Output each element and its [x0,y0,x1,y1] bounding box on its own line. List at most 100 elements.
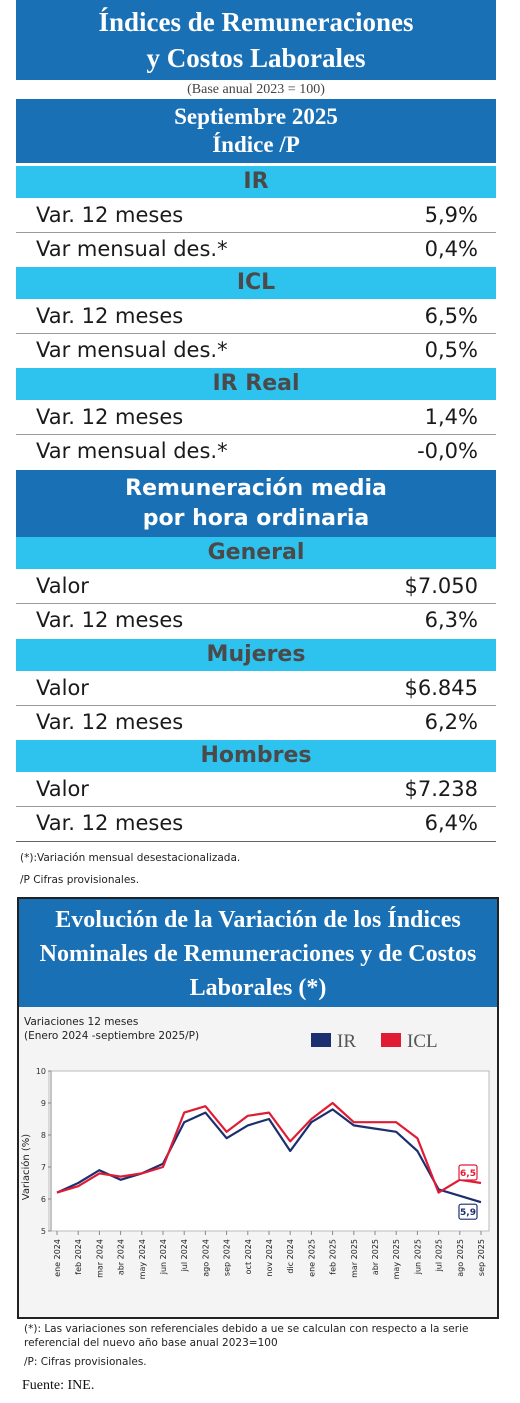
y-tick-label: 7 [41,1163,46,1172]
period-header: Septiembre 2025 Índice /P [16,99,496,163]
chart-title-line1: Evolución de la Variación de los Índices [55,907,461,933]
row-label: Var. 12 meses [36,405,184,429]
mujeres-row-valor: Valor $6.845 [16,672,496,705]
y-tick-label: 9 [41,1099,46,1108]
chart-title-line3: Laborales (*) [189,975,327,1001]
main-title-line1: Índices de Remuneraciones [98,7,414,37]
footnote-provisionales: /P Cifras provisionales. [20,874,140,886]
icl-row-mensual: Var mensual des.* 0,5% [16,334,496,367]
remuneration-title-line1: Remuneración media [125,476,387,501]
x-tick-label: feb 2025 [329,1239,338,1275]
row-value: $7.050 [404,574,478,598]
main-title: Índices de Remuneraciones y Costos Labor… [16,0,496,80]
x-tick-label: sep 2025 [477,1239,486,1276]
y-axis: 5 6 7 8 9 10 [36,1067,52,1236]
divider [16,333,496,334]
mujeres-row-var12: Var. 12 meses 6,2% [16,706,496,739]
end-label-box-icl [458,1164,478,1181]
remuneration-title-line2: por hora ordinaria [142,506,370,531]
y-tick-label: 5 [41,1227,46,1236]
x-tick-label: dic 2024 [286,1239,295,1274]
base-note: (Base anual 2023 = 100) [187,82,325,97]
x-tick-label: jul 2025 [435,1239,444,1272]
general-row-var12: Var. 12 meses 6,3% [16,604,496,637]
row-label: Valor [36,676,89,700]
row-label: Var mensual des.* [36,237,228,261]
row-label: Valor [36,574,89,598]
x-tick-label: oct 2024 [244,1239,253,1274]
row-value: 0,5% [424,338,478,362]
x-tick-label: mar 2025 [350,1239,359,1278]
x-tick-label: ene 2025 [307,1239,316,1277]
divider [16,232,496,233]
y-tick-label: 8 [41,1131,46,1140]
x-axis: ene 2024 feb 2024 mar 2024 abr 2024 may 2024… [53,1231,486,1279]
x-tick-label: feb 2024 [74,1239,83,1275]
ir-row-mensual: Var mensual des.* 0,4% [16,233,496,266]
ir-row-var12: Var. 12 meses 5,9% [16,199,496,232]
chart-period: (Enero 2024 -septiembre 2025/P) [24,1030,200,1042]
row-label: Var. 12 meses [36,203,184,227]
x-tick-label: nov 2024 [265,1239,274,1277]
x-tick-label: ago 2025 [456,1239,465,1277]
icl-section-header: ICL [16,267,496,299]
legend-label-icl: ICL [407,1031,438,1052]
x-tick-label: may 2024 [138,1239,147,1279]
source-label: Fuente: INE. [22,1378,95,1393]
row-label: Valor [36,777,89,801]
row-value: $6.845 [404,676,478,700]
row-label: Var mensual des.* [36,439,228,463]
row-value: 1,4% [424,405,478,429]
row-value: 6,3% [424,608,478,632]
row-value: 6,2% [424,710,478,734]
end-label-icl: 6,5 [460,1169,476,1179]
x-tick-label: abr 2024 [117,1239,126,1275]
x-tick-label: ene 2024 [53,1239,62,1277]
footnote-desestacionalizada: (*):Variación mensual desestacionalizada… [20,852,241,864]
x-tick-label: sep 2024 [223,1239,232,1276]
chart-subtitle: Variaciones 12 meses [24,1016,139,1028]
row-label: Var. 12 meses [36,811,184,835]
ir-section-header: IR [16,166,496,198]
series-line-ir [56,1108,482,1204]
main-title-line2: y Costos Laborales [146,43,366,73]
x-tick-label: jun 2024 [159,1239,168,1275]
x-tick-label: jul 2024 [180,1239,189,1272]
hombres-row-valor: Valor $7.238 [16,773,496,806]
legend-swatch-ir [311,1033,331,1047]
ir-real-row-mensual: Var mensual des.* -0,0% [16,435,496,468]
x-tick-label: may 2025 [392,1239,401,1279]
ir-real-section-header: IR Real [16,368,496,400]
divider [16,603,496,604]
legend-label-ir: IR [337,1031,356,1052]
x-tick-label: mar 2024 [95,1239,104,1278]
divider [16,434,496,435]
remuneration-header: Remuneración media por hora ordinaria [16,470,496,538]
row-label: Var mensual des.* [36,338,228,362]
mujeres-section-header: Mujeres [16,639,496,671]
row-label: Var. 12 meses [36,608,184,632]
y-axis-label: Variación (%) [20,1134,32,1201]
row-value: 5,9% [424,203,478,227]
series-line-icl [56,1101,482,1194]
icl-row-var12: Var. 12 meses 6,5% [16,300,496,333]
chart-title-line2: Nominales de Remuneraciones y de Costos [39,941,477,967]
end-label-box-ir [458,1203,478,1220]
ir-real-row-var12: Var. 12 meses 1,4% [16,401,496,434]
row-value: 0,4% [424,237,478,261]
chart-note-provisionales: /P: Cifras provisionales. [24,1356,147,1368]
chart-note-line1: (*): Las variaciones son referenciales d… [24,1323,469,1335]
index-label: Índice /P [212,132,300,157]
x-tick-label: abr 2025 [371,1239,380,1275]
chart-title: Evolución de la Variación de los Índices… [19,899,497,1007]
x-tick-label: jun 2025 [413,1239,422,1275]
row-value: -0,0% [417,439,478,463]
general-row-valor: Valor $7.050 [16,570,496,603]
y-tick-label: 10 [36,1067,46,1076]
y-tick-label: 6 [41,1195,46,1204]
end-labels: 5,9 6,5 [458,1164,478,1220]
divider [16,806,496,807]
x-tick-label: ago 2024 [201,1239,210,1277]
general-section-header: General [16,537,496,569]
legend-swatch-icl [381,1033,401,1047]
